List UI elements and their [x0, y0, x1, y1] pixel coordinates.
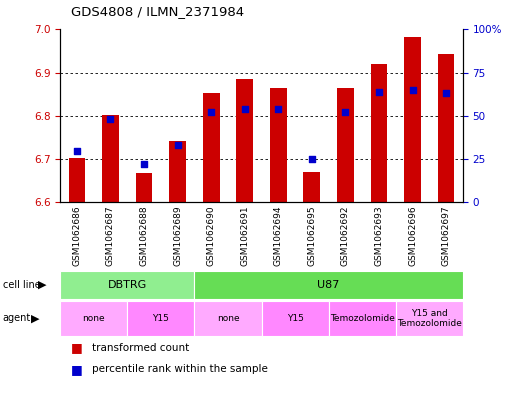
Text: percentile rank within the sample: percentile rank within the sample — [92, 364, 267, 375]
Text: GSM1062686: GSM1062686 — [72, 206, 82, 266]
Text: transformed count: transformed count — [92, 343, 189, 353]
Point — [408, 87, 417, 93]
Text: DBTRG: DBTRG — [108, 280, 147, 290]
Point — [341, 109, 349, 116]
Bar — [303, 172, 320, 202]
Point — [241, 106, 249, 112]
Text: Temozolomide: Temozolomide — [329, 314, 395, 323]
Text: cell line: cell line — [3, 280, 40, 290]
Text: Y15: Y15 — [287, 314, 303, 323]
Text: Y15: Y15 — [152, 314, 169, 323]
Text: ■: ■ — [71, 341, 82, 354]
Point — [106, 116, 115, 123]
Bar — [195, 301, 262, 336]
Bar — [60, 301, 127, 336]
Text: GSM1062688: GSM1062688 — [140, 206, 149, 266]
Bar — [135, 173, 152, 202]
Text: GSM1062689: GSM1062689 — [173, 206, 182, 266]
Bar — [270, 88, 287, 202]
Bar — [328, 301, 396, 336]
Point — [73, 147, 81, 154]
Text: GSM1062690: GSM1062690 — [207, 206, 215, 266]
Bar — [236, 79, 253, 202]
Bar — [396, 301, 463, 336]
Bar — [337, 88, 354, 202]
Bar — [203, 93, 220, 202]
Text: none: none — [217, 314, 239, 323]
Point — [308, 156, 316, 162]
Bar — [195, 271, 463, 299]
Text: none: none — [83, 314, 105, 323]
Bar — [169, 141, 186, 202]
Point — [174, 142, 182, 149]
Text: GSM1062691: GSM1062691 — [240, 206, 249, 266]
Bar — [438, 54, 454, 202]
Bar — [404, 37, 421, 202]
Text: GSM1062687: GSM1062687 — [106, 206, 115, 266]
Text: GSM1062694: GSM1062694 — [274, 206, 283, 266]
Text: Y15 and
Temozolomide: Y15 and Temozolomide — [397, 309, 462, 328]
Text: U87: U87 — [317, 280, 340, 290]
Point — [207, 109, 215, 116]
Text: GSM1062697: GSM1062697 — [441, 206, 451, 266]
Point — [375, 88, 383, 95]
Bar — [262, 301, 328, 336]
Text: ▶: ▶ — [38, 280, 46, 290]
Point — [274, 106, 282, 112]
Text: GSM1062692: GSM1062692 — [341, 206, 350, 266]
Text: GSM1062693: GSM1062693 — [374, 206, 383, 266]
Point — [140, 161, 148, 167]
Bar — [102, 115, 119, 202]
Bar — [69, 158, 85, 202]
Bar — [60, 271, 195, 299]
Bar — [127, 301, 195, 336]
Bar — [371, 64, 388, 202]
Text: GSM1062696: GSM1062696 — [408, 206, 417, 266]
Text: GDS4808 / ILMN_2371984: GDS4808 / ILMN_2371984 — [71, 5, 244, 18]
Text: GSM1062695: GSM1062695 — [308, 206, 316, 266]
Point — [442, 90, 450, 97]
Text: ▶: ▶ — [31, 313, 40, 323]
Text: agent: agent — [3, 313, 31, 323]
Text: ■: ■ — [71, 363, 82, 376]
